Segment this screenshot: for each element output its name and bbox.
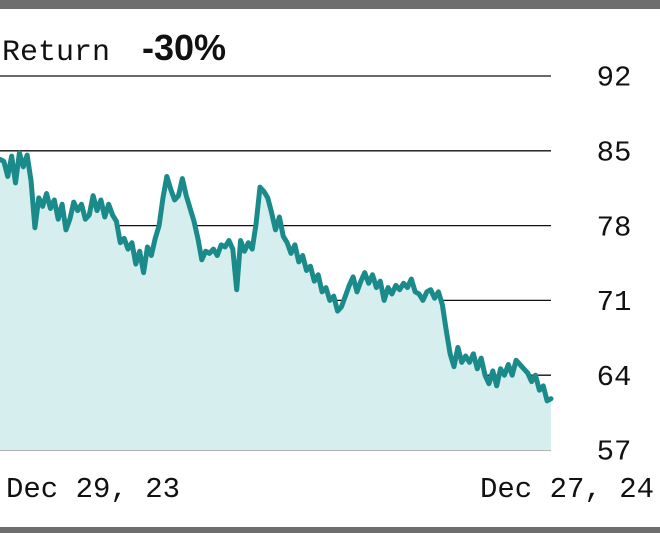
y-tick-label-57: 57 bbox=[597, 436, 632, 469]
return-value: -30% bbox=[142, 27, 226, 68]
y-tick-label-64: 64 bbox=[597, 361, 632, 394]
series-line bbox=[0, 150, 554, 404]
top-rule bbox=[0, 0, 660, 9]
y-tick-label-92: 92 bbox=[597, 62, 632, 95]
x-tick-label-start: Dec 29, 23 bbox=[6, 473, 180, 506]
chart-title: Return bbox=[2, 36, 110, 70]
bottom-rule bbox=[0, 527, 660, 533]
y-tick-label-85: 85 bbox=[597, 136, 632, 169]
y-tick-label-71: 71 bbox=[597, 286, 632, 319]
y-axis-tick-labels: 92 85 78 71 64 57 bbox=[597, 62, 632, 469]
y-tick-label-78: 78 bbox=[597, 211, 632, 244]
area-fill bbox=[0, 152, 551, 450]
x-tick-label-end: Dec 27, 24 bbox=[480, 473, 654, 506]
